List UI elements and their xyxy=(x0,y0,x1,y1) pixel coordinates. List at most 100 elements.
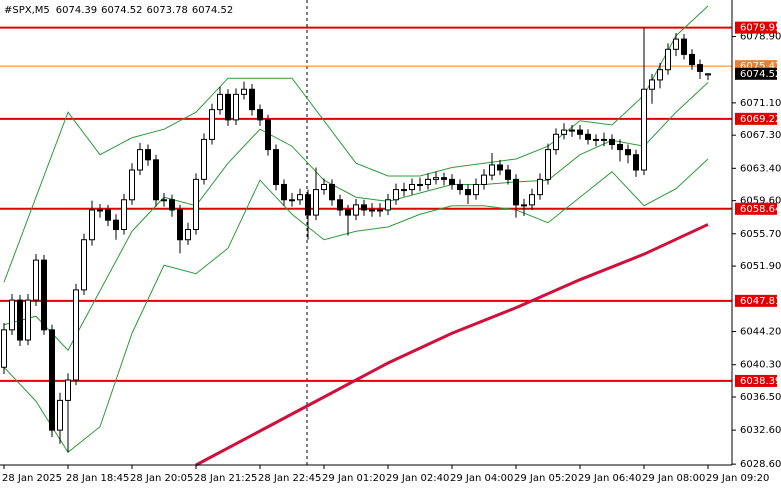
candle-body xyxy=(401,189,407,192)
candle-body xyxy=(561,129,567,135)
x-tick-label: 29 Jan 04:00 xyxy=(450,473,513,484)
x-tick-label: 29 Jan 05:20 xyxy=(514,473,577,484)
candle-body xyxy=(601,138,607,141)
candle-body xyxy=(617,144,623,151)
x-tick-label: 28 Jan 22:45 xyxy=(258,473,321,484)
candle-body xyxy=(25,299,31,341)
chart-title: #SPX,M5 xyxy=(4,5,50,16)
candle-body xyxy=(297,194,303,201)
current-price-label: 6074.52 xyxy=(740,69,781,80)
candle-body xyxy=(345,209,351,216)
candle-body xyxy=(409,183,415,191)
candle-body xyxy=(289,199,295,202)
x-tick-label: 28 Jan 2025 xyxy=(2,473,62,484)
level-label: 6047.81 xyxy=(740,296,781,307)
candle-body xyxy=(673,38,679,50)
candle-body xyxy=(337,199,343,211)
y-tick-label: 6036.50 xyxy=(740,392,781,403)
level-tag xyxy=(735,374,777,387)
candle-body xyxy=(193,178,199,231)
indicator-line xyxy=(3,158,709,453)
candle-body xyxy=(585,133,591,140)
candle-body xyxy=(505,169,511,180)
low-value: 6073.78 xyxy=(147,5,188,16)
y-tick-label: 6059.60 xyxy=(740,196,781,207)
candle-body xyxy=(689,53,695,66)
candle-body xyxy=(113,219,119,231)
candle-body xyxy=(665,48,671,71)
candle-body xyxy=(217,93,223,111)
candle-body xyxy=(441,177,447,180)
y-tick-label: 6051.90 xyxy=(740,261,781,272)
x-tick-label: 29 Jan 09:20 xyxy=(706,473,769,484)
candle-body xyxy=(177,209,183,241)
candle-body xyxy=(9,299,15,331)
candle-body xyxy=(321,183,327,191)
level-tag xyxy=(735,202,777,215)
high-value: 6074.52 xyxy=(101,5,142,16)
candle-body xyxy=(81,239,87,291)
candle-body xyxy=(281,183,287,201)
candle-body xyxy=(265,119,271,151)
candle-body xyxy=(169,199,175,211)
chart-header: #SPX,M5 6074.39 6074.52 6073.78 6074.52 xyxy=(4,5,233,16)
candle-body xyxy=(633,154,639,171)
candle-body xyxy=(569,129,575,132)
candle-body xyxy=(641,88,647,171)
x-tick-label: 29 Jan 06:40 xyxy=(578,473,641,484)
price-tag xyxy=(735,67,777,80)
candle-body xyxy=(657,69,663,81)
candle-body xyxy=(353,204,359,216)
indicator-line xyxy=(3,5,709,283)
indicator-line xyxy=(3,82,709,352)
candle-body xyxy=(481,174,487,185)
candle-body xyxy=(153,159,159,201)
x-tick-label: 28 Jan 20:05 xyxy=(130,473,193,484)
y-tick-label: 6028.60 xyxy=(740,459,781,470)
y-tick-label: 6063.40 xyxy=(740,163,781,174)
y-tick-label: 6040.30 xyxy=(740,360,781,371)
candle-body xyxy=(649,79,655,90)
y-tick-label: 6071.10 xyxy=(740,98,781,109)
level-label: 6058.64 xyxy=(740,204,781,215)
plot xyxy=(0,5,732,467)
x-tick-label: 28 Jan 21:25 xyxy=(194,473,257,484)
candle-body xyxy=(65,379,71,401)
candle-body xyxy=(121,199,127,231)
candle-body xyxy=(233,93,239,121)
candle-body xyxy=(57,399,63,431)
candle-body xyxy=(129,169,135,201)
candle-body xyxy=(161,199,167,202)
candle-body xyxy=(377,209,383,212)
y-tick-label: 6055.70 xyxy=(740,229,781,240)
candle-body xyxy=(465,189,471,196)
candle-body xyxy=(433,177,439,180)
candle-body xyxy=(521,204,527,207)
x-tick-label: 29 Jan 08:00 xyxy=(642,473,705,484)
x-tick-label: 28 Jan 18:45 xyxy=(66,473,129,484)
level-label: 6069.22 xyxy=(740,114,781,125)
candle-body xyxy=(705,73,711,76)
candle-body xyxy=(593,138,599,141)
candle-body xyxy=(105,209,111,221)
candle-body xyxy=(697,64,703,72)
candle-body xyxy=(361,204,367,211)
indicator-line xyxy=(195,223,709,467)
candle-body xyxy=(145,149,151,161)
candle-body xyxy=(425,178,431,185)
y-tick-label: 6044.20 xyxy=(740,327,781,338)
candle-body xyxy=(185,229,191,241)
candle-body xyxy=(97,209,103,212)
candle-body xyxy=(305,194,311,216)
level-tag xyxy=(735,112,777,125)
level-label: 6075.42 xyxy=(740,61,781,72)
candle-body xyxy=(417,183,423,186)
candle-body xyxy=(369,209,375,212)
y-tick-label: 6032.60 xyxy=(740,425,781,436)
candle-body xyxy=(329,183,335,201)
candle-body xyxy=(249,88,255,111)
x-tick-label: 29 Jan 01:20 xyxy=(322,473,385,484)
candle-body xyxy=(457,183,463,191)
candle-body xyxy=(393,189,399,201)
candle-body xyxy=(609,138,615,146)
